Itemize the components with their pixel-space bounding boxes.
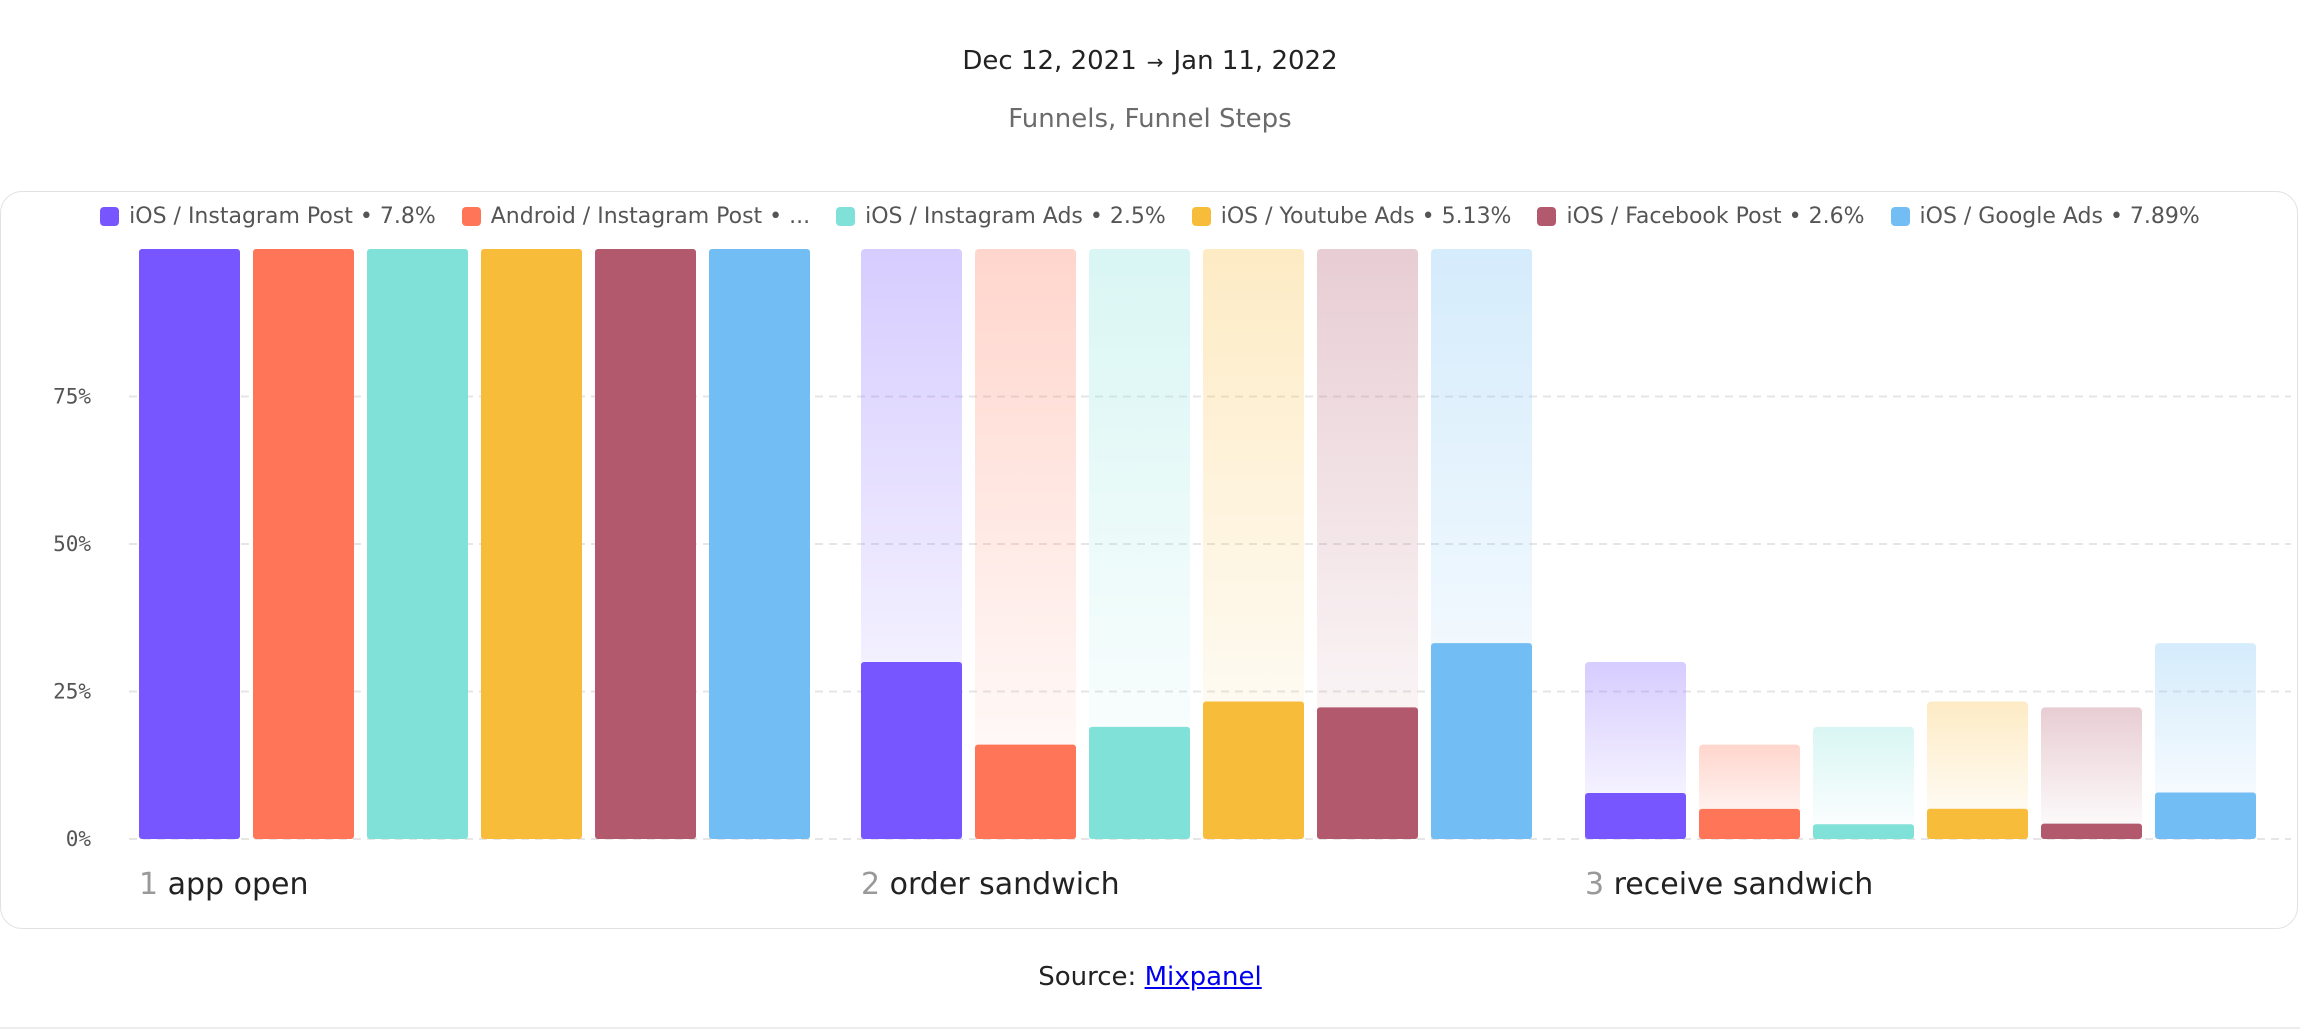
legend-swatch [1537, 207, 1557, 226]
step-label: 1 app open [139, 867, 309, 902]
legend-label: iOS / Instagram Post • 7.8% [129, 204, 436, 229]
source-line: Source: Mixpanel [0, 962, 2300, 992]
legend-item[interactable]: Android / Instagram Post • ... [461, 204, 811, 229]
legend-item[interactable]: iOS / Facebook Post • 2.6% [1537, 204, 1865, 229]
chart-legend: iOS / Instagram Post • 7.8% Android / Ins… [1, 204, 2299, 229]
step-number: 3 [1585, 867, 1614, 902]
bar [1089, 726, 1190, 839]
ghost-bar [2041, 707, 2142, 839]
legend-label: iOS / Facebook Post • 2.6% [1566, 204, 1865, 229]
y-tick-label: 50% [53, 532, 91, 556]
ghost-bar [975, 249, 1076, 839]
date-end: Jan 11, 2022 [1173, 46, 1338, 76]
source-label: Source: [1038, 962, 1137, 992]
chart-card: 0% 25% 50% 75% 1 app open 2 order sandwich 3 r… [0, 191, 2298, 929]
legend-swatch [1191, 207, 1211, 226]
bar [709, 249, 810, 839]
legend-label: iOS / Instagram Ads • 2.5% [865, 204, 1166, 229]
bar [975, 744, 1076, 839]
date-start: Dec 12, 2021 [962, 46, 1137, 76]
chart-subtitle: Funnels, Funnel Steps [1008, 104, 1292, 134]
step-label: 2 order sandwich [861, 867, 1120, 902]
bar [481, 249, 582, 839]
bar [1203, 701, 1304, 839]
bar [1699, 808, 1800, 839]
ghost-bar [2155, 643, 2256, 839]
y-tick-label: 75% [53, 385, 91, 409]
funnel-chart: 0% 25% 50% 75% 1 app open 2 order sandwich 3 r… [53, 249, 2291, 902]
bar [1927, 808, 2028, 839]
ghost-bar [1203, 249, 1304, 839]
date-range: Dec 12, 2021 → Jan 11, 2022 [0, 46, 2300, 76]
bar [861, 662, 962, 839]
bar [1585, 792, 1686, 839]
bar [2155, 792, 2256, 839]
legend-item[interactable]: iOS / Youtube Ads • 5.13% [1191, 204, 1512, 229]
divider [0, 1027, 2300, 1029]
step-number: 2 [861, 867, 890, 902]
ghost-bar [1813, 726, 1914, 839]
legend-swatch [100, 207, 120, 226]
legend-label: Android / Instagram Post • ... [490, 204, 811, 229]
ghost-bar [1089, 249, 1190, 839]
bar [2041, 823, 2142, 839]
legend-item[interactable]: iOS / Instagram Ads • 2.5% [836, 204, 1166, 229]
step-name: app open [168, 867, 309, 902]
legend-label: iOS / Google Ads • 7.89% [1919, 204, 2200, 229]
bar [139, 249, 240, 839]
step-number: 1 [139, 867, 168, 902]
bar [1813, 824, 1914, 839]
y-tick-label: 0% [66, 827, 92, 851]
legend-item[interactable]: iOS / Instagram Post • 7.8% [100, 204, 436, 229]
step-name: receive sandwich [1614, 867, 1874, 902]
legend-swatch [461, 207, 481, 226]
ghost-bar [1927, 701, 2028, 839]
legend-swatch [1890, 207, 1910, 226]
bar [595, 249, 696, 839]
bar [367, 249, 468, 839]
arrow-right-icon: → [1146, 50, 1164, 74]
source-link[interactable]: Mixpanel [1144, 962, 1262, 992]
step-name: order sandwich [890, 867, 1120, 902]
y-tick-label: 25% [53, 680, 91, 704]
legend-item[interactable]: iOS / Google Ads • 7.89% [1890, 204, 2200, 229]
bar [253, 249, 354, 839]
legend-label: iOS / Youtube Ads • 5.13% [1220, 204, 1512, 229]
step-label: 3 receive sandwich [1585, 867, 1873, 902]
bar [1431, 643, 1532, 839]
legend-swatch [836, 207, 856, 226]
ghost-bar [1317, 249, 1418, 839]
bar [1317, 707, 1418, 839]
